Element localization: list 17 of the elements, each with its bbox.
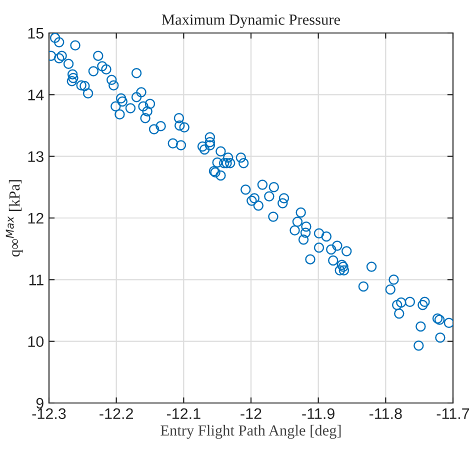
y-axis-title: q∞$^{Max}$ [kPa] xyxy=(6,180,23,257)
y-tick-label: 10 xyxy=(28,336,44,348)
y-tick-label: 9 xyxy=(36,398,44,409)
x-tick-label: -12.2 xyxy=(100,408,133,419)
y-tick-label: 15 xyxy=(28,28,44,39)
x-axis-title: Entry Flight Path Angle [deg] xyxy=(160,424,341,439)
x-tick-label: -11.7 xyxy=(436,408,470,419)
x-tick-label: -12.3 xyxy=(32,408,66,420)
y-tick-label: 11 xyxy=(29,274,44,286)
y-tick-label: 13 xyxy=(28,151,44,162)
chart-title: Maximum Dynamic Pressure xyxy=(162,14,340,28)
y-tick-label: 12 xyxy=(28,212,44,224)
x-tick-label: -11.9 xyxy=(302,408,334,420)
x-tick-label: -11.8 xyxy=(370,408,402,420)
x-tick-label: -12 xyxy=(240,408,262,419)
x-tick-label: -12.1 xyxy=(166,408,200,419)
y-tick-label: 14 xyxy=(28,90,44,100)
